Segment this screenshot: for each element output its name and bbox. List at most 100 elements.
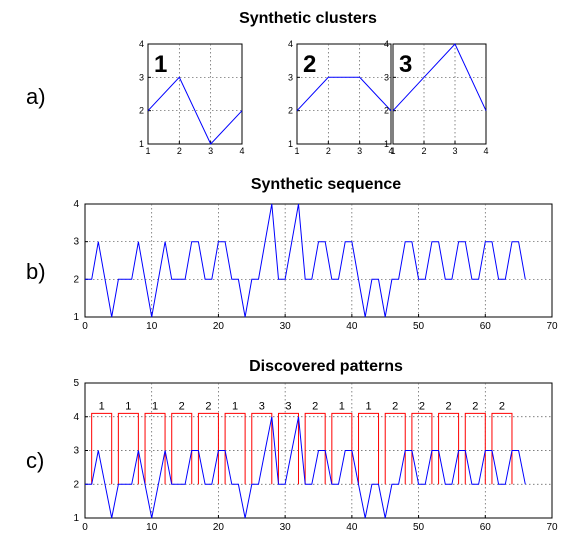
cluster-3-tick-label-x: 2	[421, 146, 426, 156]
cluster-3-tick-label-y: 3	[384, 72, 389, 82]
cluster-3-tick-label-x: 4	[483, 146, 488, 156]
sequence-tick-label-y: 3	[73, 237, 79, 248]
patterns-tick-label-x: 40	[346, 522, 358, 533]
sequence-plot-area	[84, 203, 553, 318]
sequence-tick-label-y: 1	[73, 312, 79, 323]
cluster-1-tick-label-y: 3	[139, 72, 144, 82]
pattern-label: 1	[99, 400, 105, 412]
sequence-tick-label-x: 0	[82, 321, 88, 332]
cluster-1-tick-label-y: 4	[139, 39, 144, 49]
cluster-2-tick-label-y: 2	[288, 106, 293, 116]
pattern-label: 2	[472, 400, 478, 412]
pattern-segment	[277, 412, 299, 485]
sequence-tick-label-y: 4	[73, 199, 79, 210]
pattern-label: 2	[392, 400, 398, 412]
cluster-2-tick-label-x: 3	[357, 146, 362, 156]
patterns-tick-label-x: 50	[413, 522, 425, 533]
pattern-segment	[224, 412, 246, 485]
patterns-tick-label-y: 5	[73, 378, 79, 389]
pattern-segment	[464, 412, 486, 485]
panel-label-a: a)	[26, 84, 46, 109]
patterns-tick-label-y: 3	[73, 446, 79, 457]
cluster-2-tick-label-x: 4	[388, 146, 393, 156]
pattern-label: 1	[365, 400, 371, 412]
sequence-tick-label-y: 2	[73, 274, 79, 285]
patterns-tick-label-x: 30	[280, 522, 292, 533]
pattern-label: 2	[499, 400, 505, 412]
patterns-tick-label-x: 70	[546, 522, 558, 533]
pattern-label: 1	[152, 400, 158, 412]
pattern-label: 1	[339, 400, 345, 412]
sequence-line	[85, 203, 526, 318]
pattern-label: 1	[232, 400, 238, 412]
cluster-3-label: 3	[399, 51, 412, 78]
title-synthetic-sequence: Synthetic sequence	[251, 176, 401, 193]
pattern-segment	[411, 412, 433, 485]
pattern-label: 1	[125, 400, 131, 412]
pattern-segment	[304, 412, 326, 485]
pattern-label: 3	[259, 400, 265, 412]
patterns-tick-label-x: 20	[213, 522, 225, 533]
pattern-segment	[384, 412, 406, 485]
cluster-1-tick-label-x: 3	[208, 146, 213, 156]
pattern-segment	[491, 412, 513, 485]
sequence-tick-label-x: 70	[546, 321, 558, 332]
cluster-2-label: 2	[303, 51, 316, 78]
pattern-segment	[358, 412, 380, 485]
patterns-tick-label-x: 60	[480, 522, 492, 533]
cluster-3-tick-label-x: 1	[390, 146, 395, 156]
sequence-tick-label-x: 30	[280, 321, 292, 332]
pattern-label: 2	[179, 400, 185, 412]
cluster-3-tick-label-y: 2	[384, 106, 389, 116]
panel-label-c: c)	[26, 448, 44, 473]
title-synthetic-clusters: Synthetic clusters	[239, 10, 377, 27]
patterns-sequence-line	[85, 416, 526, 519]
pattern-label: 2	[205, 400, 211, 412]
pattern-segment	[251, 412, 273, 485]
cluster-1-tick-label-y: 1	[139, 139, 144, 149]
cluster-1-tick-label-x: 2	[177, 146, 182, 156]
cluster-1-tick-label-y: 2	[139, 106, 144, 116]
patterns-tick-label-y: 4	[73, 412, 79, 423]
title-discovered-patterns: Discovered patterns	[249, 358, 403, 375]
pattern-segment	[117, 412, 139, 485]
sequence-tick-label-x: 10	[146, 321, 158, 332]
cluster-1-label: 1	[154, 51, 167, 78]
pattern-segment	[171, 412, 193, 485]
cluster-2-line	[296, 76, 392, 112]
cluster-3-tick-label-y: 1	[384, 139, 389, 149]
cluster-2-tick-label-y: 3	[288, 72, 293, 82]
cluster-1-tick-label-x: 1	[145, 146, 150, 156]
cluster-2-tick-label-x: 2	[326, 146, 331, 156]
patterns-tick-label-y: 1	[73, 513, 79, 524]
patterns-tick-label-x: 10	[146, 522, 158, 533]
cluster-2-tick-label-x: 1	[294, 146, 299, 156]
pattern-label: 2	[446, 400, 452, 412]
pattern-label: 2	[312, 400, 318, 412]
sequence-axes: 0 10 20 30 40 50 60 70 1 2 3 4	[73, 199, 558, 332]
sequence-tick-label-x: 40	[346, 321, 358, 332]
pattern-label: 2	[419, 400, 425, 412]
pattern-segment	[144, 412, 166, 485]
patterns-tick-label-x: 0	[82, 522, 88, 533]
pattern-segment	[197, 412, 219, 485]
cluster-3-tick-label-x: 3	[452, 146, 457, 156]
pattern-segment	[331, 412, 353, 485]
sequence-tick-label-x: 60	[480, 321, 492, 332]
pattern-segment	[91, 412, 113, 485]
cluster-2-tick-label-y: 4	[288, 39, 293, 49]
patterns-tick-label-y: 2	[73, 479, 79, 490]
sequence-tick-label-x: 20	[213, 321, 225, 332]
panel-label-b: b)	[26, 259, 46, 284]
sequence-tick-label-x: 50	[413, 321, 425, 332]
cluster-2-tick-label-y: 1	[288, 139, 293, 149]
cluster-3-line	[392, 43, 487, 112]
cluster-1-tick-label-x: 4	[239, 146, 244, 156]
cluster-1-line	[147, 76, 243, 145]
cluster-3-tick-label-y: 4	[384, 39, 389, 49]
pattern-segment	[438, 412, 460, 485]
